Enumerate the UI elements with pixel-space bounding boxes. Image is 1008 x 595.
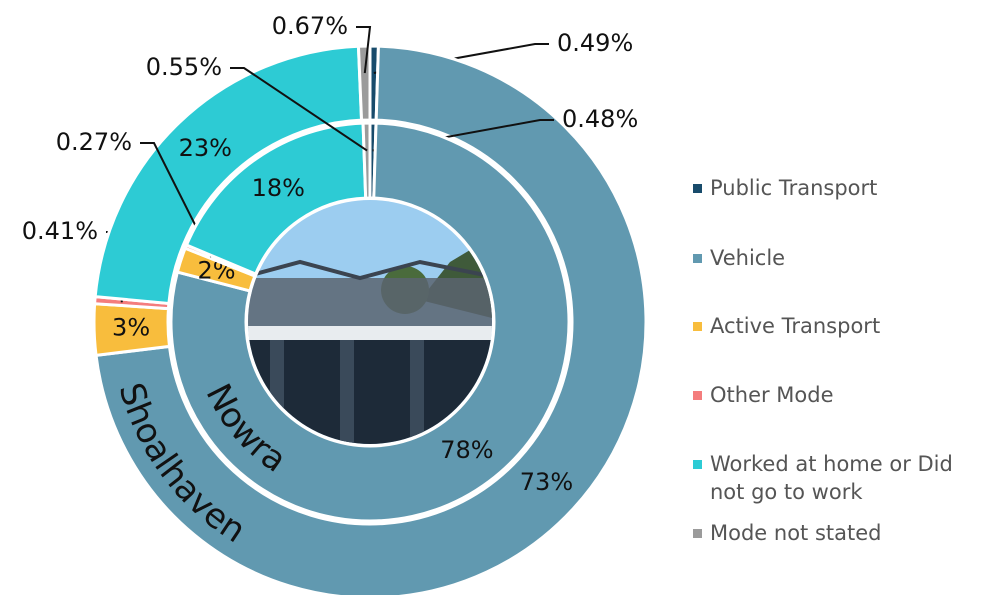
- legend-label: Other Mode: [710, 383, 834, 407]
- data-label: 0.67%: [272, 12, 348, 40]
- data-label: 3%: [112, 314, 150, 342]
- legend-swatch: [693, 391, 702, 400]
- legend-swatch: [693, 460, 702, 469]
- data-label: 0.48%: [562, 105, 638, 133]
- donut-slice: [356, 44, 372, 122]
- legend-item: Worked at home or Did not go to work: [693, 450, 973, 506]
- legend-swatch: [693, 184, 702, 193]
- data-label: 18%: [252, 174, 305, 202]
- legend-label: Vehicle: [710, 246, 786, 270]
- legend-swatch: [693, 529, 702, 538]
- legend-label: Public Transport: [710, 176, 878, 200]
- data-label: 0.55%: [146, 53, 222, 81]
- data-label: 0.27%: [56, 128, 132, 156]
- legend-item: Public Transport: [693, 174, 973, 202]
- legend-item: Other Mode: [693, 381, 973, 409]
- legend-label: Worked at home or Did not go to work: [710, 452, 953, 504]
- legend-item: Active Transport: [693, 312, 973, 340]
- legend-swatch: [693, 254, 702, 263]
- data-label: 0.49%: [557, 29, 633, 57]
- data-label: 73%: [520, 468, 573, 496]
- legend-item: Vehicle: [693, 244, 973, 272]
- legend-label: Active Transport: [710, 314, 881, 338]
- leader-line: [230, 67, 368, 152]
- data-label: 78%: [440, 436, 493, 464]
- legend-label: Mode not stated: [710, 521, 882, 545]
- leader-line: [140, 142, 213, 258]
- legend-item: Mode not stated: [693, 519, 973, 547]
- data-label: 23%: [179, 134, 232, 162]
- donut-slice: [94, 44, 648, 595]
- donut-slice: [361, 121, 372, 200]
- donut-slice: [169, 121, 571, 523]
- leader-line: [356, 26, 372, 74]
- legend-swatch: [693, 322, 702, 331]
- data-label: 0.41%: [22, 217, 98, 245]
